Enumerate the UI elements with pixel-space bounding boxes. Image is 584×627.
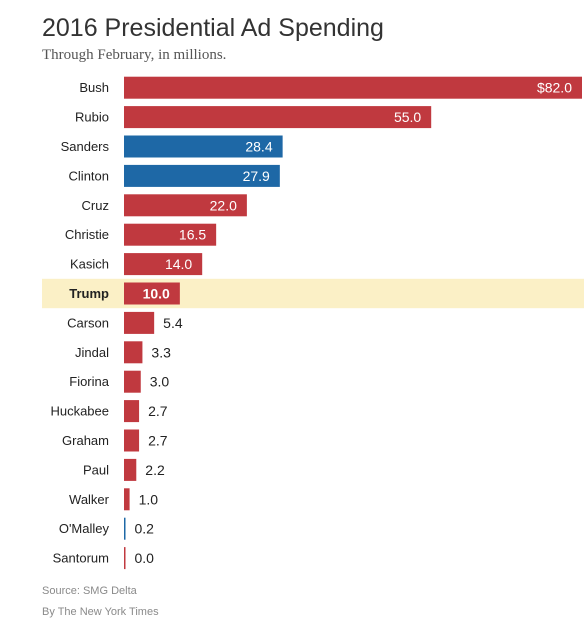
bar-santorum [124, 547, 126, 570]
credit-note: By The New York Times [42, 606, 159, 618]
value-label-paul: 2.2 [145, 462, 165, 478]
bar-walker [124, 488, 130, 511]
value-label-bush: $82.0 [537, 80, 572, 96]
chart-subtitle: Through February, in millions. [42, 47, 227, 63]
highlight-band-trump [42, 278, 584, 309]
category-label-fiorina: Fiorina [69, 374, 110, 389]
bar-christie [124, 223, 217, 246]
bar-bush [124, 76, 582, 99]
source-note: Source: SMG Delta [42, 585, 137, 597]
value-label-christie: 16.5 [179, 227, 206, 243]
category-label-sanders: Sanders [61, 139, 110, 154]
value-label-huckabee: 2.7 [148, 403, 168, 419]
value-label-sanders: 28.4 [245, 139, 272, 155]
category-label-paul: Paul [83, 462, 109, 477]
category-label-kasich: Kasich [70, 257, 109, 272]
value-label-carson: 5.4 [163, 315, 183, 331]
value-label-graham: 2.7 [148, 433, 168, 449]
value-label-trump: 10.0 [143, 286, 170, 302]
bar-clinton [124, 164, 280, 187]
bar-carson [124, 311, 155, 334]
category-label-bush: Bush [79, 80, 109, 95]
category-label-graham: Graham [62, 433, 109, 448]
value-label-kasich: 14.0 [165, 256, 192, 272]
chart-title: 2016 Presidential Ad Spending [42, 14, 384, 42]
category-label-o-malley: O'Malley [59, 521, 110, 536]
bar-graham [124, 429, 140, 452]
bar-o-malley [124, 517, 126, 540]
value-label-clinton: 27.9 [243, 168, 270, 184]
value-label-cruz: 22.0 [210, 197, 237, 213]
category-label-huckabee: Huckabee [50, 404, 109, 419]
value-label-rubio: 55.0 [394, 109, 421, 125]
category-label-santorum: Santorum [53, 551, 109, 566]
value-label-walker: 1.0 [139, 491, 159, 507]
category-label-rubio: Rubio [75, 110, 109, 125]
value-label-o-malley: 0.2 [135, 521, 155, 537]
value-label-fiorina: 3.0 [150, 374, 170, 390]
category-label-cruz: Cruz [82, 198, 109, 213]
bar-fiorina [124, 370, 141, 393]
bar-cruz [124, 194, 247, 217]
value-label-jindal: 3.3 [151, 344, 171, 360]
value-label-santorum: 0.0 [135, 550, 155, 566]
category-label-walker: Walker [69, 492, 110, 507]
bar-kasich [124, 253, 203, 276]
bar-rubio [124, 106, 432, 129]
category-label-trump: Trump [69, 286, 109, 301]
bar-jindal [124, 341, 143, 364]
bar-trump [124, 282, 180, 305]
category-label-clinton: Clinton [69, 168, 109, 183]
bar-sanders [124, 135, 283, 158]
category-label-carson: Carson [67, 315, 109, 330]
bar-huckabee [124, 400, 140, 423]
bar-paul [124, 458, 137, 481]
bar-chart: Bush $82.0 Rubio 55.0 Sanders 28.4 Clinton 27.9… [42, 76, 584, 570]
category-label-jindal: Jindal [75, 345, 109, 360]
category-label-christie: Christie [65, 227, 109, 242]
